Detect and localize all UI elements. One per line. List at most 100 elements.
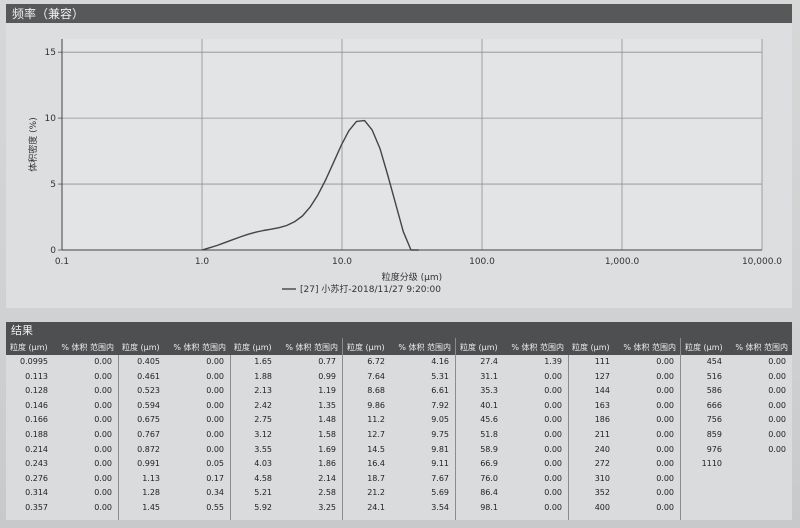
results-column: 粒度 (μm)% 体积 范围内 0.405 0.00 0.461 0.00 0.523 0.…	[118, 338, 231, 520]
results-header: 结果	[6, 322, 792, 338]
percent-cell: 0.00	[656, 357, 674, 366]
table-row: 18.7 7.67	[343, 472, 455, 487]
size-cell: 0.276	[25, 473, 48, 483]
percent-cell: 0.00	[94, 502, 112, 512]
table-row: 6.72 4.16	[343, 355, 455, 370]
percent-cell: 0.00	[544, 400, 562, 410]
table-row: 586 0.00	[681, 384, 792, 399]
header-percent: % 体积 范围内	[735, 343, 788, 352]
percent-cell: 0.77	[318, 357, 336, 366]
size-cell: 454	[706, 357, 722, 366]
chart-header: 频率（兼容）	[6, 4, 792, 23]
percent-cell: 0.00	[656, 386, 674, 396]
table-row: 31.1 0.00	[456, 370, 568, 385]
size-cell: 51.8	[480, 429, 498, 439]
table-row: 3.55 1.69	[230, 443, 342, 458]
table-row: 211 0.00	[568, 428, 680, 443]
size-cell: 21.2	[367, 488, 385, 498]
percent-cell: 3.54	[431, 502, 449, 512]
table-row: 35.3 0.00	[456, 384, 568, 399]
percent-cell: 0.00	[656, 371, 674, 381]
percent-cell: 0.00	[206, 444, 224, 454]
table-row: 24.1 3.54	[343, 501, 455, 516]
table-row: 163 0.00	[568, 399, 680, 414]
table-row: 3.12 1.58	[230, 428, 342, 443]
table-row: 352 0.00	[568, 486, 680, 501]
percent-cell: 1.48	[318, 415, 336, 425]
plot-area	[62, 39, 762, 250]
table-row: 8.68 6.61	[343, 384, 455, 399]
percent-cell: 0.05	[206, 459, 224, 469]
size-cell: 756	[706, 415, 722, 425]
percent-cell: 0.00	[768, 415, 786, 425]
size-cell: 666	[706, 400, 722, 410]
results-column: 粒度 (μm)% 体积 范围内 27.4 1.39 31.1 0.00 35.3 0.00 4…	[456, 338, 569, 520]
size-cell: 0.872	[137, 444, 160, 454]
table-row: 2.13 1.19	[230, 384, 342, 399]
percent-cell: 0.00	[206, 429, 224, 439]
table-row: 40.1 0.00	[456, 399, 568, 414]
y-tick-label: 5	[50, 180, 56, 190]
header-percent: % 体积 范围内	[511, 343, 564, 352]
table-row: 0.767 0.00	[118, 428, 230, 443]
table-row: 1.13 0.17	[118, 472, 230, 487]
chart-panel: 0.1 1.0 10.0 100.0 1,000.0 10,000.0 0 5 10 15 粒度分级…	[6, 23, 792, 308]
size-cell: 976	[706, 444, 722, 454]
size-cell: 0.405	[137, 357, 160, 366]
legend-label: [27] 小苏打-2018/11/27 9:20:00	[300, 283, 441, 295]
percent-cell: 0.00	[94, 386, 112, 396]
percent-cell: 0.00	[544, 415, 562, 425]
x-tick-label: 10.0	[332, 257, 352, 267]
results-column-header: 粒度 (μm) % 体积 范围内	[456, 338, 568, 355]
percent-cell: 0.00	[656, 488, 674, 498]
percent-cell: 2.58	[318, 488, 336, 498]
table-row: 0.0995 0.00	[6, 355, 118, 370]
table-row: 0.991 0.05	[118, 457, 230, 472]
percent-cell: 0.00	[656, 400, 674, 410]
table-row: 1.88 0.99	[230, 370, 342, 385]
size-cell: 0.188	[25, 429, 48, 439]
size-cell: 6.72	[367, 357, 385, 366]
table-row: 0.166 0.00	[6, 413, 118, 428]
percent-cell: 0.00	[544, 386, 562, 396]
percent-cell: 1.19	[318, 386, 336, 396]
table-row: 4.58 2.14	[230, 472, 342, 487]
size-cell: 2.13	[254, 386, 272, 396]
results-table: 粒度 (μm)% 体积 范围内 0.0995 0.00 0.113 0.00 0.128 0…	[6, 338, 792, 520]
table-row: 756 0.00	[681, 413, 792, 428]
size-cell: 0.0995	[20, 357, 48, 366]
size-cell: 9.86	[367, 400, 385, 410]
table-row: 16.4 9.11	[343, 457, 455, 472]
percent-cell: 0.00	[94, 444, 112, 454]
size-cell: 45.6	[480, 415, 498, 425]
size-cell: 0.146	[25, 400, 48, 410]
table-row: 58.9 0.00	[456, 443, 568, 458]
size-cell: 5.92	[254, 502, 272, 512]
size-cell: 272	[594, 459, 610, 469]
percent-cell: 0.00	[94, 400, 112, 410]
size-cell: 18.7	[367, 473, 385, 483]
percent-cell: 9.81	[431, 444, 449, 454]
percent-cell: 0.00	[656, 415, 674, 425]
table-row: 51.8 0.00	[456, 428, 568, 443]
percent-cell: 0.00	[544, 429, 562, 439]
size-cell: 3.55	[254, 444, 272, 454]
header-size: 粒度 (μm)	[572, 343, 610, 352]
size-cell: 14.5	[367, 444, 385, 454]
size-cell: 4.58	[254, 473, 272, 483]
size-cell: 58.9	[480, 444, 498, 454]
percent-cell: 0.00	[656, 502, 674, 512]
results-header-title: 结果	[11, 324, 33, 337]
table-row: 9.86 7.92	[343, 399, 455, 414]
percent-cell: 0.00	[544, 502, 562, 512]
table-row: 0.523 0.00	[118, 384, 230, 399]
size-cell: 0.523	[137, 386, 160, 396]
table-row: 0.594 0.00	[118, 399, 230, 414]
size-cell: 0.675	[137, 415, 160, 425]
percent-cell: 0.00	[544, 459, 562, 469]
percent-cell: 1.58	[318, 429, 336, 439]
percent-cell: 0.00	[206, 357, 224, 366]
results-column-header: 粒度 (μm) % 体积 范围内	[343, 338, 455, 355]
percent-cell: 1.69	[318, 444, 336, 454]
